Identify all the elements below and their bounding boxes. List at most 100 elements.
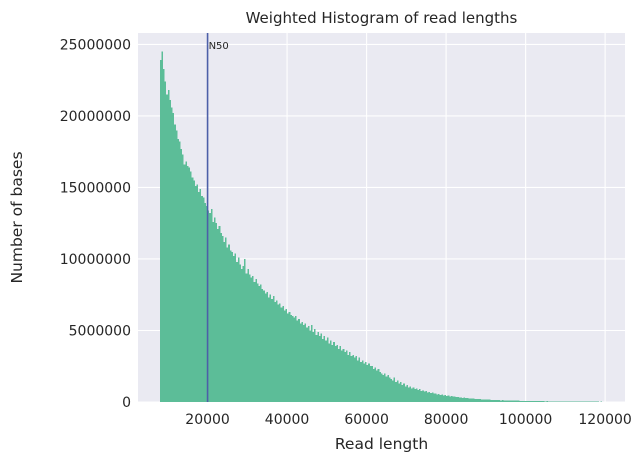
histogram-bar: [487, 399, 490, 402]
histogram-bar: [231, 251, 234, 402]
histogram-bar: [560, 401, 563, 402]
histogram-bar: [204, 203, 206, 402]
histogram-bar: [263, 290, 265, 402]
histogram-bar: [172, 113, 175, 403]
histogram-bar: [275, 300, 278, 402]
histogram-bar: [217, 228, 219, 402]
histogram-bar: [449, 396, 451, 402]
histogram-bar: [442, 395, 445, 402]
histogram-bar: [302, 324, 305, 402]
histogram-bar: [164, 81, 167, 403]
histogram-bar: [202, 197, 205, 402]
histogram-bar: [280, 307, 283, 402]
histogram-bar: [331, 344, 334, 402]
histogram-bar: [269, 294, 272, 402]
histogram-bar: [320, 333, 323, 402]
histogram-bar: [267, 297, 270, 402]
histogram-bar: [544, 401, 547, 402]
histogram-bar: [422, 390, 424, 402]
histogram-bar: [516, 400, 518, 402]
y-tick-label: 10000000: [60, 252, 131, 268]
histogram-bar: [514, 400, 517, 402]
histogram-bar: [225, 237, 227, 402]
histogram-bar: [563, 401, 566, 402]
histogram-bar: [337, 349, 340, 402]
histogram-bar: [304, 323, 307, 402]
histogram-bar: [476, 398, 478, 402]
histogram-bar: [236, 261, 238, 402]
histogram-bar: [525, 400, 528, 402]
histogram-bar: [357, 360, 359, 402]
histogram-bar: [220, 233, 222, 402]
histogram-bar: [541, 401, 544, 402]
histogram-bar: [503, 400, 505, 402]
histogram-bar: [433, 393, 435, 402]
histogram-bar: [307, 326, 310, 402]
histogram-bar: [369, 366, 372, 402]
histogram-bar: [201, 196, 203, 402]
histogram-bar: [174, 124, 176, 402]
histogram-bar: [175, 130, 178, 403]
histogram-bar: [552, 401, 555, 402]
histogram-bar: [159, 60, 162, 403]
histogram-bar: [339, 346, 342, 402]
histogram-bar: [425, 391, 428, 402]
histogram-bar: [379, 371, 381, 402]
histogram-bar: [196, 184, 199, 402]
histogram-bar: [167, 90, 170, 403]
histogram-bar: [376, 370, 378, 402]
histogram-bar: [191, 177, 194, 402]
y-axis-title: Number of bases: [8, 151, 26, 283]
histogram-bar: [312, 331, 315, 402]
histogram-bar: [493, 399, 496, 402]
histogram-bar: [530, 400, 532, 402]
histogram-bar: [209, 213, 211, 402]
histogram-bar: [460, 397, 463, 402]
histogram-bar: [242, 266, 245, 402]
histogram-bar: [252, 276, 254, 402]
histogram-bar: [371, 366, 373, 402]
histogram-bar: [430, 393, 432, 402]
x-axis-title: Read length: [335, 435, 428, 453]
histogram-bar: [293, 317, 296, 402]
histogram-bar: [439, 394, 442, 402]
n50-marker: N50: [206, 33, 229, 402]
histogram-bar: [501, 400, 504, 402]
histogram-bar: [522, 400, 525, 402]
histogram-bar: [431, 392, 434, 402]
histogram-bar: [454, 396, 456, 402]
histogram-bar: [508, 400, 510, 402]
histogram-bar: [407, 387, 410, 402]
histogram-bar: [392, 380, 394, 402]
histogram-bar: [404, 386, 407, 402]
histogram-bar: [248, 274, 251, 402]
histogram-bar: [517, 400, 520, 402]
histogram-bar: [444, 395, 447, 402]
histogram-bar: [330, 340, 332, 402]
histogram-bar: [266, 291, 268, 402]
histogram-bar: [198, 191, 200, 402]
histogram-bar: [489, 399, 491, 402]
histogram-bar: [341, 350, 343, 402]
histogram-bar: [565, 401, 567, 402]
histogram-bar: [336, 344, 338, 402]
histogram-bar: [347, 354, 350, 402]
histogram-bar: [349, 351, 351, 402]
histogram-bar: [506, 400, 509, 402]
histogram-bar: [377, 369, 380, 402]
histogram-bar: [527, 400, 529, 402]
histogram-bar: [538, 401, 540, 402]
histogram-bar: [306, 327, 308, 402]
histogram-bar: [328, 343, 331, 402]
histogram-bar: [358, 357, 361, 402]
histogram-bar: [415, 388, 418, 402]
histogram-bar: [218, 226, 221, 402]
histogram-bar: [361, 360, 364, 402]
histogram-bar: [190, 171, 192, 402]
histogram-bar: [353, 357, 356, 402]
histogram-bar: [344, 351, 346, 402]
histogram-bar: [382, 374, 385, 402]
histogram-bar: [436, 394, 439, 402]
x-tick-label: 120000: [578, 412, 631, 428]
histogram-bar: [194, 186, 197, 402]
